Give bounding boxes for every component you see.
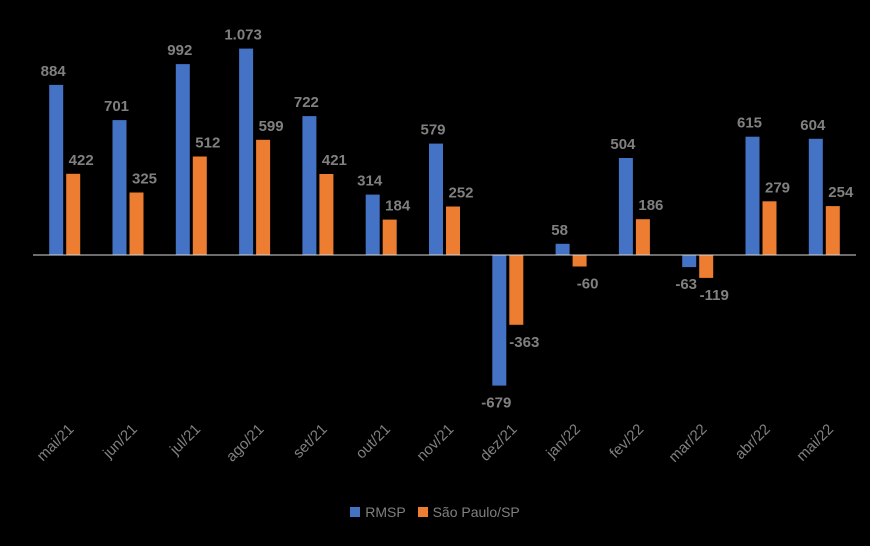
bar-sao-paulo-sp-out-21 <box>382 219 397 255</box>
value-label-rmsp-jun-21: 701 <box>104 98 129 115</box>
x-tick-label-jul-21: jul/21 <box>166 421 204 459</box>
x-tick-label-ago-21: ago/21 <box>223 421 267 465</box>
bar-sao-paulo-sp-nov-21 <box>446 206 460 255</box>
bar-rmsp-fev-22 <box>618 158 633 255</box>
value-label-sao-paulo-sp-abr-22: 279 <box>765 179 790 196</box>
value-label-sao-paulo-sp-jan-22: -60 <box>577 276 599 293</box>
bar-rmsp-abr-22 <box>745 136 760 255</box>
value-label-rmsp-fev-22: 504 <box>610 136 636 153</box>
x-tick-label-jan-22: jan/22 <box>542 421 584 463</box>
value-label-rmsp-out-21: 314 <box>357 173 383 190</box>
legend-swatch-sao-paulo <box>417 507 428 517</box>
value-label-sao-paulo-sp-mar-22: -119 <box>700 287 729 304</box>
value-label-rmsp-abr-22: 615 <box>737 115 762 132</box>
bar-rmsp-mar-22 <box>682 255 697 268</box>
legend-item-rmsp: RMSP <box>350 504 406 520</box>
value-label-rmsp-jan-22: 58 <box>551 222 568 239</box>
value-label-sao-paulo-sp-fev-22: 186 <box>638 197 663 214</box>
value-label-sao-paulo-sp-nov-21: 252 <box>448 185 473 202</box>
bars-group <box>49 48 840 386</box>
x-tick-label-nov-21: nov/21 <box>413 421 457 465</box>
x-tick-label-dez-21: dez/21 <box>477 421 521 465</box>
legend-item-sao-paulo: São Paulo/SP <box>417 504 520 520</box>
bar-sao-paulo-sp-dez-21 <box>509 255 524 325</box>
bar-sao-paulo-sp-abr-22 <box>762 201 777 255</box>
legend-swatch-rmsp <box>350 507 361 517</box>
value-label-sao-paulo-sp-jun-21: 325 <box>132 171 157 188</box>
x-tick-label-mar-22: mar/22 <box>665 421 710 466</box>
bar-rmsp-ago-21 <box>239 48 254 255</box>
bar-rmsp-jan-22 <box>555 243 570 255</box>
x-tick-label-jun-21: jun/21 <box>99 421 141 463</box>
bar-sao-paulo-sp-mar-22 <box>699 255 714 278</box>
x-tick-label-set-21: set/21 <box>290 421 331 462</box>
bar-sao-paulo-sp-set-21 <box>319 174 334 255</box>
value-label-sao-paulo-sp-set-21: 421 <box>322 152 347 169</box>
bar-sao-paulo-sp-jan-22 <box>572 255 587 267</box>
bar-sao-paulo-sp-mai-21 <box>66 173 81 255</box>
bar-sao-paulo-sp-ago-21 <box>256 139 271 255</box>
legend-label-sao-paulo: São Paulo/SP <box>432 504 520 520</box>
bar-rmsp-set-21 <box>302 116 317 255</box>
x-tick-label-mai-21: mai/21 <box>34 421 78 465</box>
value-label-rmsp-mar-22: -63 <box>675 276 697 293</box>
legend-label-rmsp: RMSP <box>365 504 406 520</box>
bar-rmsp-mai-22 <box>808 138 823 255</box>
value-label-rmsp-mai-21: 884 <box>41 63 67 80</box>
bar-sao-paulo-sp-jul-21 <box>192 156 207 255</box>
bar-rmsp-nov-21 <box>429 143 443 255</box>
value-label-sao-paulo-sp-dez-21: -363 <box>509 334 539 351</box>
value-label-rmsp-nov-21: 579 <box>420 122 445 139</box>
value-label-sao-paulo-sp-ago-21: 599 <box>259 118 284 135</box>
value-label-sao-paulo-sp-out-21: 184 <box>385 198 411 215</box>
value-label-sao-paulo-sp-jul-21: 512 <box>195 135 220 152</box>
value-label-rmsp-mai-22: 604 <box>800 117 826 134</box>
x-tick-labels-group: mai/21 jun/21 jul/21 ago/21 set/21 out/21 nov/… <box>34 421 837 466</box>
bar-rmsp-dez-21 <box>492 255 507 386</box>
bar-rmsp-out-21 <box>365 194 380 255</box>
value-label-rmsp-jul-21: 992 <box>167 42 192 59</box>
x-tick-label-out-21: out/21 <box>353 421 395 463</box>
value-label-rmsp-ago-21: 1.073 <box>224 27 262 44</box>
bar-sao-paulo-sp-fev-22 <box>635 219 650 255</box>
legend: RMSP São Paulo/SP <box>0 504 870 520</box>
bar-rmsp-mai-21 <box>49 84 64 256</box>
bar-sao-paulo-sp-mai-22 <box>825 206 840 255</box>
bar-rmsp-jun-21 <box>112 120 127 255</box>
value-label-rmsp-set-21: 722 <box>294 94 319 111</box>
bar-sao-paulo-sp-jun-21 <box>129 192 144 255</box>
bar-rmsp-jul-21 <box>175 64 190 255</box>
x-tick-label-abr-22: abr/22 <box>732 421 774 463</box>
x-tick-label-mai-22: mai/22 <box>793 421 837 465</box>
value-label-rmsp-dez-21: -679 <box>481 395 511 412</box>
value-label-sao-paulo-sp-mai-21: 422 <box>69 152 94 169</box>
value-label-sao-paulo-sp-mai-22: 254 <box>828 184 854 201</box>
x-tick-label-fev-22: fev/22 <box>606 421 647 462</box>
